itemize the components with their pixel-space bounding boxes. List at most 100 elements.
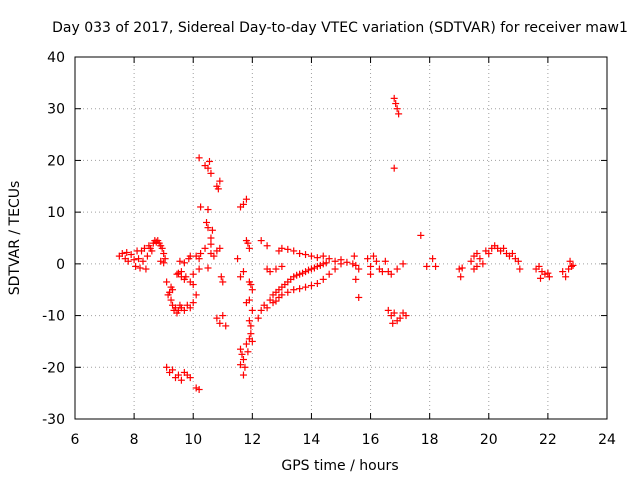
data-point xyxy=(237,361,245,369)
data-point xyxy=(239,371,247,379)
data-point xyxy=(319,252,327,260)
data-point xyxy=(177,268,185,276)
data-point xyxy=(124,257,132,265)
data-point xyxy=(242,195,250,203)
data-point xyxy=(189,270,197,278)
data-point xyxy=(123,248,131,256)
data-point xyxy=(417,231,425,239)
x-tick-label: 16 xyxy=(362,432,380,448)
data-point xyxy=(203,218,211,226)
data-point xyxy=(214,185,222,193)
data-point xyxy=(195,154,203,162)
x-tick-label: 18 xyxy=(421,432,439,448)
data-point xyxy=(160,250,168,258)
data-point xyxy=(163,278,171,286)
data-point xyxy=(180,259,188,267)
data-point xyxy=(307,265,315,273)
data-point xyxy=(290,286,298,294)
data-point xyxy=(349,260,357,268)
data-point xyxy=(169,286,177,294)
y-tick-label: -20 xyxy=(42,360,65,376)
data-point xyxy=(167,296,175,304)
data-point xyxy=(384,306,392,314)
y-tick-label: 10 xyxy=(47,205,65,221)
data-point xyxy=(372,257,380,265)
data-point xyxy=(186,374,194,382)
data-point xyxy=(186,304,194,312)
data-point xyxy=(278,244,286,252)
data-point xyxy=(208,226,216,234)
data-point xyxy=(381,257,389,265)
data-point xyxy=(201,244,209,252)
data-point xyxy=(319,275,327,283)
data-point xyxy=(396,314,404,322)
data-point xyxy=(296,270,304,278)
data-point xyxy=(307,252,315,260)
data-point xyxy=(135,255,143,263)
data-point xyxy=(132,262,140,270)
data-point xyxy=(500,244,508,252)
data-point xyxy=(479,260,487,268)
data-point xyxy=(284,245,292,253)
data-point xyxy=(174,269,182,277)
data-points xyxy=(115,94,577,394)
data-point xyxy=(272,297,280,305)
data-point xyxy=(278,291,286,299)
data-point xyxy=(423,262,431,270)
data-point xyxy=(239,268,247,276)
data-point xyxy=(169,366,177,374)
data-point xyxy=(204,224,212,232)
data-point xyxy=(219,278,227,286)
data-point xyxy=(313,280,321,288)
data-point xyxy=(293,271,301,279)
chart-title: Day 033 of 2017, Sidereal Day-to-day VTE… xyxy=(52,20,628,36)
data-point xyxy=(219,312,227,320)
data-point xyxy=(544,269,552,277)
data-point xyxy=(325,255,333,263)
data-point xyxy=(118,250,126,258)
data-point xyxy=(457,273,465,281)
data-point xyxy=(245,244,253,252)
data-point xyxy=(136,264,144,272)
data-point xyxy=(278,262,286,270)
data-point xyxy=(177,376,185,384)
data-point xyxy=(248,286,256,294)
data-point xyxy=(248,306,256,314)
data-point xyxy=(207,234,215,242)
data-point xyxy=(473,250,481,258)
data-point xyxy=(290,247,298,255)
x-tick-label: 12 xyxy=(243,432,261,448)
data-point xyxy=(216,319,224,327)
data-point xyxy=(302,268,310,276)
data-point xyxy=(189,281,197,289)
data-point xyxy=(234,255,242,263)
data-point xyxy=(337,256,345,264)
data-point xyxy=(160,259,168,267)
data-point xyxy=(244,348,252,356)
data-point xyxy=(508,250,516,258)
data-point xyxy=(192,291,200,299)
data-point xyxy=(216,244,224,252)
data-point xyxy=(257,237,265,245)
data-point xyxy=(355,293,363,301)
data-point xyxy=(355,265,363,273)
data-point xyxy=(322,259,330,267)
data-point xyxy=(352,275,360,283)
data-point xyxy=(562,273,570,281)
data-point xyxy=(216,177,224,185)
data-point xyxy=(272,265,280,273)
axis-ticks xyxy=(74,56,608,420)
data-point xyxy=(389,319,397,327)
y-axis-label: SDTVAR / TECUs xyxy=(7,181,23,296)
x-axis-label: GPS time / hours xyxy=(281,458,398,474)
data-point xyxy=(537,274,544,282)
data-point xyxy=(296,285,304,293)
y-tick-label: 20 xyxy=(47,153,65,169)
data-point xyxy=(222,322,230,330)
data-point xyxy=(514,257,522,265)
data-point xyxy=(239,200,247,208)
data-point xyxy=(239,356,247,364)
data-point xyxy=(516,265,524,273)
data-point xyxy=(148,247,156,255)
data-point xyxy=(393,265,401,273)
